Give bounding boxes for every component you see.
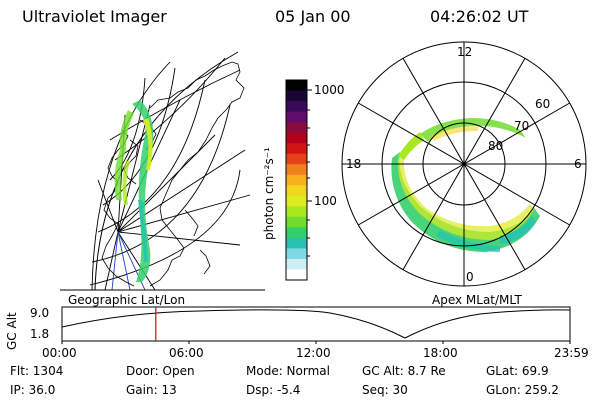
mlt-label-12: 12: [457, 45, 473, 59]
polar-grid: [341, 41, 587, 287]
timeline-ylabel: GC Alt: [5, 312, 19, 350]
colorbar-band: [286, 153, 307, 165]
colorbar-band: [286, 122, 307, 134]
colorbar-tick-100: 100: [314, 194, 337, 208]
instrument-title: Ultraviolet Imager: [22, 7, 167, 26]
color-scale: [286, 80, 307, 281]
altitude-curve: [61, 309, 571, 339]
timeline-tick-0000: 00:00: [42, 346, 77, 360]
colorbar-band: [286, 174, 307, 186]
aurora-emission-geo: [114, 100, 154, 282]
timeline-tick-1200: 12:00: [296, 346, 331, 360]
aurora-oval: [391, 118, 540, 252]
colorbar-band: [286, 90, 307, 102]
geographic-longitude: GLon: 259.2: [486, 383, 559, 397]
mlt-label-0: 0: [466, 270, 474, 284]
ip-value: IP: 36.0: [10, 383, 56, 397]
flight-number: Flt: 1304: [10, 364, 64, 378]
gain-value: Gain: 13: [126, 383, 177, 397]
colorbar-band: [286, 237, 307, 249]
colorbar-band: [286, 80, 307, 92]
colorbar-tick-1000: 1000: [314, 83, 345, 97]
colorbar-band: [286, 101, 307, 113]
colorbar-frame: [285, 79, 308, 281]
colorbar-band: [286, 164, 307, 176]
colorbar-band: [286, 227, 307, 239]
coastline: [101, 61, 245, 287]
mode-value: Mode: Normal: [246, 364, 330, 378]
mlat-label-60: 60: [535, 97, 551, 111]
timeline-tick-1800: 18:00: [423, 346, 458, 360]
time-label: 04:26:02 UT: [430, 7, 529, 26]
timeline-ymin: 1.8: [30, 327, 50, 341]
mlat-label-70: 70: [514, 119, 530, 133]
date-label: 05 Jan 00: [275, 7, 351, 26]
mlt-label-18: 18: [346, 157, 362, 171]
colorbar-band: [286, 269, 307, 281]
geographic-map: [89, 51, 251, 290]
colorbar-band: [286, 143, 307, 155]
timeline-tick-0600: 06:00: [169, 346, 204, 360]
door-status: Door: Open: [126, 364, 195, 378]
altitude-timeline: [61, 306, 571, 344]
mlat-label-80: 80: [488, 139, 504, 153]
sequence-number: Seq: 30: [362, 383, 408, 397]
gc-altitude: GC Alt: 8.7 Re: [362, 364, 446, 378]
dsp-value: Dsp: -5.4: [246, 383, 301, 397]
timeline-ymax: 9.0: [30, 306, 50, 320]
colorbar-band: [286, 248, 307, 260]
polar-panel-label: Apex MLat/MLT: [432, 293, 522, 307]
colorbar-band: [286, 185, 307, 197]
geographic-latitude: GLat: 69.9: [486, 364, 549, 378]
timeline-tick-2359: 23:59: [554, 346, 589, 360]
polar-plot: [341, 41, 587, 287]
colorbar-band: [286, 195, 307, 207]
geographic-panel-label: Geographic Lat/Lon: [68, 293, 186, 307]
colorbar-band: [286, 258, 307, 270]
colorbar-band: [286, 216, 307, 228]
mlt-label-6: 6: [574, 157, 582, 171]
colorbar-unit-label: photon cm⁻²s⁻¹: [262, 147, 276, 240]
colorbar-band: [286, 206, 307, 218]
colorbar-band: [286, 132, 307, 144]
colorbar-band: [286, 111, 307, 123]
